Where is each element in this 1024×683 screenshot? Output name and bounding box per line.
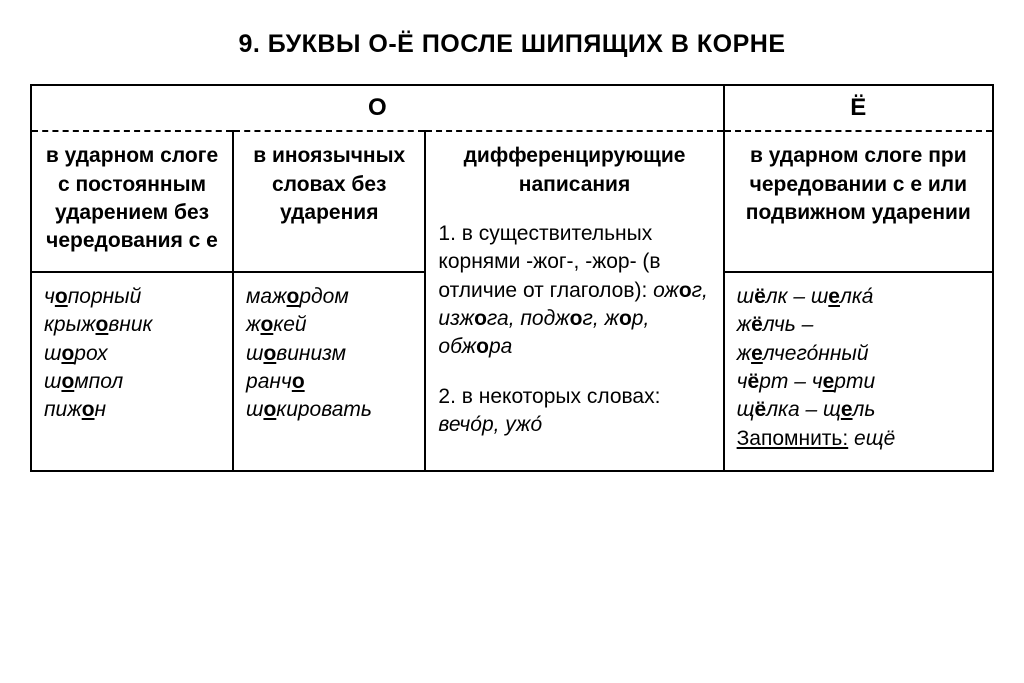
rule-col2: в иноязычных словах без ударения (233, 131, 425, 272)
col3-body1-text: 1. в существительных корнями -жог-, -жор… (438, 222, 660, 302)
group-o-header: О (31, 85, 724, 131)
group-yo-header: Ё (724, 85, 993, 131)
rule-col2-text: в иноязычных словах без ударения (246, 142, 412, 227)
rule-col4: в ударном слоге при чередовании с е или … (724, 131, 993, 272)
rules-table: О Ё в ударном слоге с постоянным ударени… (30, 84, 994, 472)
examples-col1: чопорныйкрыжовникшорохшомполпижон (31, 272, 233, 472)
rule-col1-text: в ударном слоге с постоянным ударением б… (44, 142, 220, 255)
col3-header: дифференцирующие написания (438, 142, 710, 199)
examples-col4: шёлк – шелка́жёлчь –желчего́нныйчёрт – ч… (724, 272, 993, 472)
rule-col3: дифференцирующие написания 1. в существи… (425, 131, 723, 471)
col3-body2-text: 2. в некоторых словах: (438, 385, 660, 408)
col3-ex2: вечо́р, ужо́ (438, 413, 542, 436)
rule-col1: в ударном слоге с постоянным ударением б… (31, 131, 233, 272)
col3-body: 1. в существительных корнями -жог-, -жор… (438, 220, 710, 439)
page-title: 9. БУКВЫ О-Ё ПОСЛЕ ШИПЯЩИХ В КОРНЕ (30, 30, 994, 59)
examples-col2: мажордомжокейшовинизмранчошокировать (233, 272, 425, 472)
rule-col4-text: в ударном слоге при чередовании с е или … (737, 142, 980, 227)
